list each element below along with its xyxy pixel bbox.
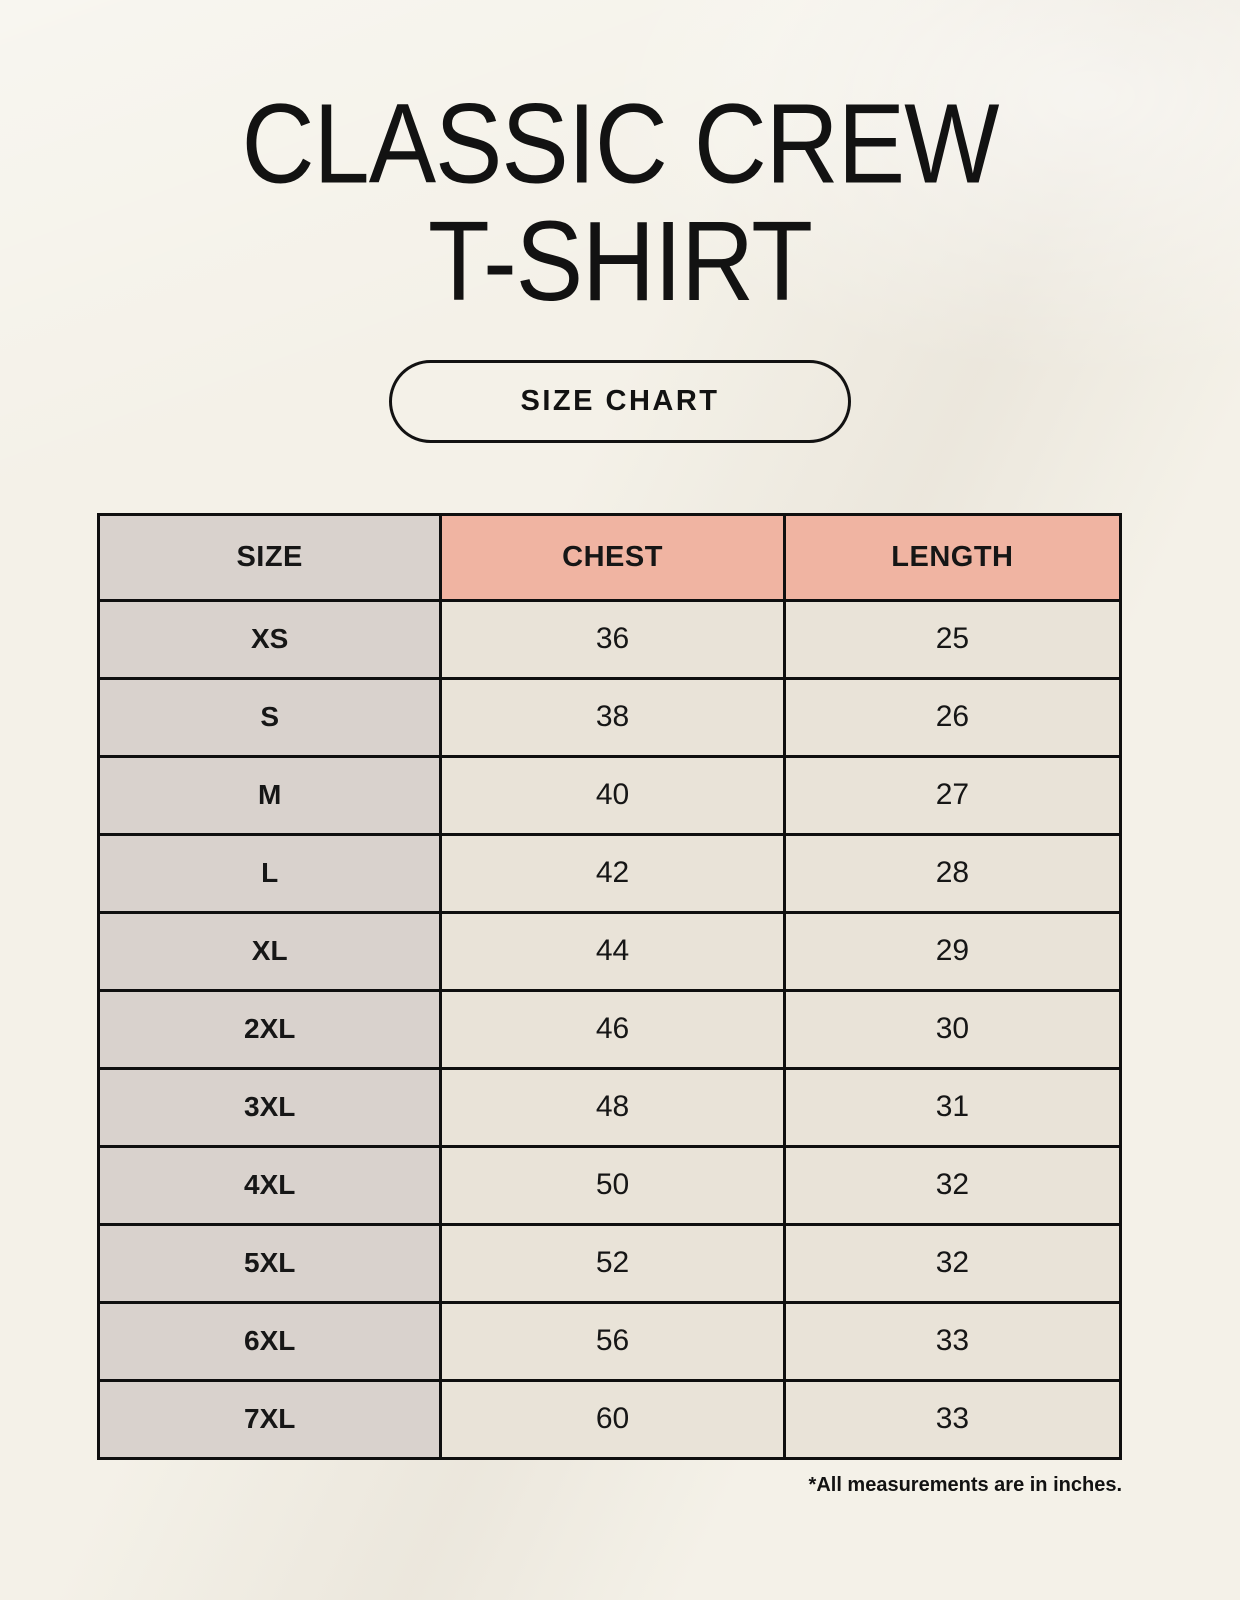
chest-value: 60 — [439, 1378, 786, 1460]
length-value: 32 — [782, 1144, 1123, 1226]
table-row: 4XL 50 32 — [96, 1144, 1123, 1226]
length-value: 33 — [782, 1378, 1123, 1460]
table-header-row: SIZE CHEST LENGTH — [96, 512, 1123, 602]
size-label: M — [96, 754, 443, 836]
size-chart-table: SIZE CHEST LENGTH XS 36 25 S 38 26 M 40 … — [96, 512, 1123, 1460]
column-header-size: SIZE — [96, 512, 443, 602]
size-label: XS — [96, 598, 443, 680]
table-row: XS 36 25 — [96, 598, 1123, 680]
chest-value: 44 — [439, 910, 786, 992]
size-label: 4XL — [96, 1144, 443, 1226]
size-label: 5XL — [96, 1222, 443, 1304]
size-label: S — [96, 676, 443, 758]
size-label: 7XL — [96, 1378, 443, 1460]
length-value: 33 — [782, 1300, 1123, 1382]
page-title-line1: CLASSIC CREW — [241, 81, 1000, 208]
page-title-line2: T-SHIRT — [428, 199, 813, 325]
size-chart-button-container: SIZE CHART — [0, 359, 1240, 443]
chest-value: 48 — [439, 1066, 786, 1148]
length-value: 31 — [782, 1066, 1123, 1148]
table-row: 2XL 46 30 — [96, 988, 1123, 1070]
column-header-chest: CHEST — [439, 512, 786, 602]
table-row: XL 44 29 — [96, 910, 1123, 992]
length-value: 28 — [782, 832, 1123, 914]
size-label: L — [96, 832, 443, 914]
table-row: 6XL 56 33 — [96, 1300, 1123, 1382]
table-row: M 40 27 — [96, 754, 1123, 836]
table-row: L 42 28 — [96, 832, 1123, 914]
table-row: 5XL 52 32 — [96, 1222, 1123, 1304]
size-label: 2XL — [96, 988, 443, 1070]
length-value: 25 — [782, 598, 1123, 680]
chest-value: 40 — [439, 754, 786, 836]
chest-value: 56 — [439, 1300, 786, 1382]
chest-value: 52 — [439, 1222, 786, 1304]
length-value: 29 — [782, 910, 1123, 992]
length-value: 30 — [782, 988, 1123, 1070]
length-value: 27 — [782, 754, 1123, 836]
chest-value: 38 — [439, 676, 786, 758]
chest-value: 46 — [439, 988, 786, 1070]
size-label: 3XL — [96, 1066, 443, 1148]
size-label: XL — [96, 910, 443, 992]
chest-value: 36 — [439, 598, 786, 680]
length-value: 26 — [782, 676, 1123, 758]
column-header-length: LENGTH — [782, 512, 1123, 602]
size-label: 6XL — [96, 1300, 443, 1382]
table-row: 7XL 60 33 — [96, 1378, 1123, 1460]
chest-value: 50 — [439, 1144, 786, 1226]
length-value: 32 — [782, 1222, 1123, 1304]
page-title: CLASSIC CREW T-SHIRT — [0, 0, 1240, 325]
table-row: 3XL 48 31 — [96, 1066, 1123, 1148]
size-chart-button[interactable]: SIZE CHART — [389, 359, 851, 443]
measurements-footnote: *All measurements are in inches. — [808, 1473, 1122, 1496]
table-row: S 38 26 — [96, 676, 1123, 758]
chest-value: 42 — [439, 832, 786, 914]
